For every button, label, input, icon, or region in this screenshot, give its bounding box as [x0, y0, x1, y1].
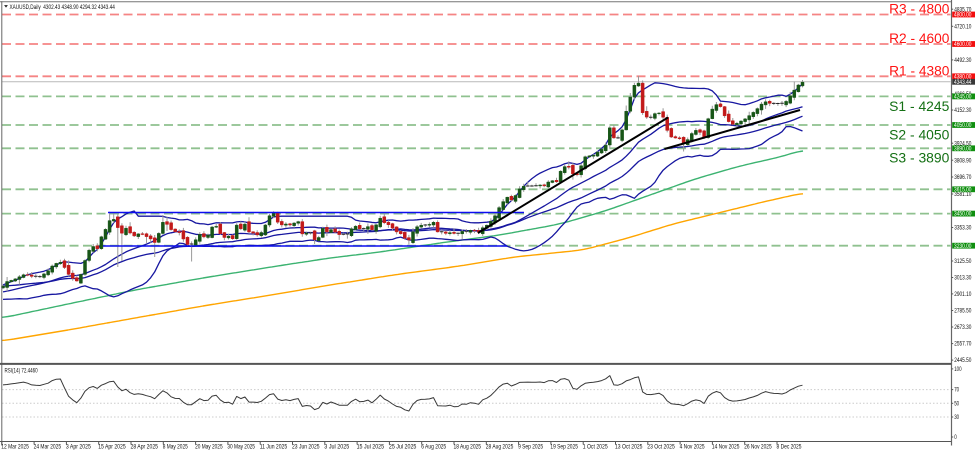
svg-text:4152.30: 4152.30	[954, 108, 972, 114]
svg-text:24 Mar 2025: 24 Mar 2025	[34, 444, 62, 450]
svg-text:3 Jul 2025: 3 Jul 2025	[324, 444, 350, 450]
svg-text:3353.30: 3353.30	[954, 226, 972, 232]
svg-text:2557.70: 2557.70	[954, 342, 972, 348]
svg-text:S2 - 4050: S2 - 4050	[889, 127, 950, 142]
svg-text:15 Apr 2025: 15 Apr 2025	[98, 444, 126, 450]
svg-text:S3 - 3890: S3 - 3890	[889, 151, 950, 166]
svg-text:14 Nov 2025: 14 Nov 2025	[712, 444, 740, 450]
svg-text:S1 - 4245: S1 - 4245	[889, 99, 950, 114]
svg-text:4380.00: 4380.00	[954, 74, 972, 80]
svg-text:4 Nov 2025: 4 Nov 2025	[680, 444, 706, 450]
svg-text:4720.10: 4720.10	[954, 24, 972, 30]
svg-text:3013.30: 3013.30	[954, 276, 972, 282]
svg-text:15 Jul 2025: 15 Jul 2025	[357, 444, 385, 450]
svg-text:28 Apr 2025: 28 Apr 2025	[131, 444, 159, 450]
svg-text:19 Sep 2025: 19 Sep 2025	[550, 444, 578, 450]
svg-text:4835.70: 4835.70	[954, 7, 972, 13]
svg-text:13 Oct 2025: 13 Oct 2025	[615, 444, 643, 450]
svg-text:3615.00: 3615.00	[954, 187, 972, 193]
svg-text:18 Aug 2025: 18 Aug 2025	[454, 444, 482, 450]
svg-text:3696.70: 3696.70	[954, 175, 972, 181]
svg-text:4050.00: 4050.00	[954, 123, 972, 129]
svg-text:1 Oct 2025: 1 Oct 2025	[583, 444, 609, 450]
svg-text:4492.30: 4492.30	[954, 58, 972, 64]
svg-text:3125.50: 3125.50	[954, 259, 972, 265]
svg-text:2785.50: 2785.50	[954, 309, 972, 315]
svg-text:12 Mar 2025: 12 Mar 2025	[1, 444, 29, 450]
svg-text:3890.00: 3890.00	[954, 146, 972, 152]
svg-text:R2 - 4600: R2 - 4600	[889, 31, 950, 46]
svg-text:3450.00: 3450.00	[954, 212, 972, 218]
svg-text:R1 - 4380: R1 - 4380	[889, 64, 950, 79]
svg-text:30 May 2025: 30 May 2025	[227, 444, 255, 450]
svg-text:R3 - 4800: R3 - 4800	[889, 2, 950, 17]
svg-text:2901.10: 2901.10	[954, 292, 972, 298]
svg-text:6 Aug 2025: 6 Aug 2025	[421, 444, 447, 450]
svg-text:4800.00: 4800.00	[954, 13, 972, 19]
svg-text:9 Sep 2025: 9 Sep 2025	[518, 444, 544, 450]
svg-text:8 Dec 2025: 8 Dec 2025	[777, 444, 803, 450]
svg-text:0: 0	[954, 435, 957, 441]
svg-text:3808.90: 3808.90	[954, 158, 972, 164]
svg-text:RSI(14) 72.4460: RSI(14) 72.4460	[5, 368, 39, 374]
svg-text:11 Jun 2025: 11 Jun 2025	[260, 444, 288, 450]
svg-text:2445.50: 2445.50	[954, 358, 972, 364]
svg-text:30: 30	[954, 415, 959, 421]
svg-text:100: 100	[954, 367, 962, 373]
svg-text:3230.00: 3230.00	[954, 244, 972, 250]
svg-text:26 Nov 2025: 26 Nov 2025	[744, 444, 772, 450]
svg-text:4600.00: 4600.00	[954, 42, 972, 48]
svg-text:70: 70	[954, 388, 959, 394]
svg-text:23 Jun 2025: 23 Jun 2025	[292, 444, 320, 450]
svg-text:25 Jul 2025: 25 Jul 2025	[389, 444, 417, 450]
svg-text:3924.50: 3924.50	[954, 141, 972, 147]
svg-text:50: 50	[954, 401, 959, 407]
svg-text:4343.44: 4343.44	[954, 80, 972, 86]
svg-text:3 Apr 2025: 3 Apr 2025	[66, 444, 92, 450]
svg-text:4245.00: 4245.00	[954, 95, 972, 101]
svg-text:2673.30: 2673.30	[954, 325, 972, 331]
svg-text:XAUUSD,Daily 4302.43 4348.90: XAUUSD,Daily 4302.43 4348.90 4294.32 434…	[10, 5, 116, 11]
svg-text:8 May 2025: 8 May 2025	[163, 444, 189, 450]
svg-text:3581.10: 3581.10	[954, 192, 972, 198]
svg-text:23 Oct 2025: 23 Oct 2025	[647, 444, 675, 450]
svg-text:28 Aug 2025: 28 Aug 2025	[486, 444, 514, 450]
svg-text:20 May 2025: 20 May 2025	[195, 444, 223, 450]
